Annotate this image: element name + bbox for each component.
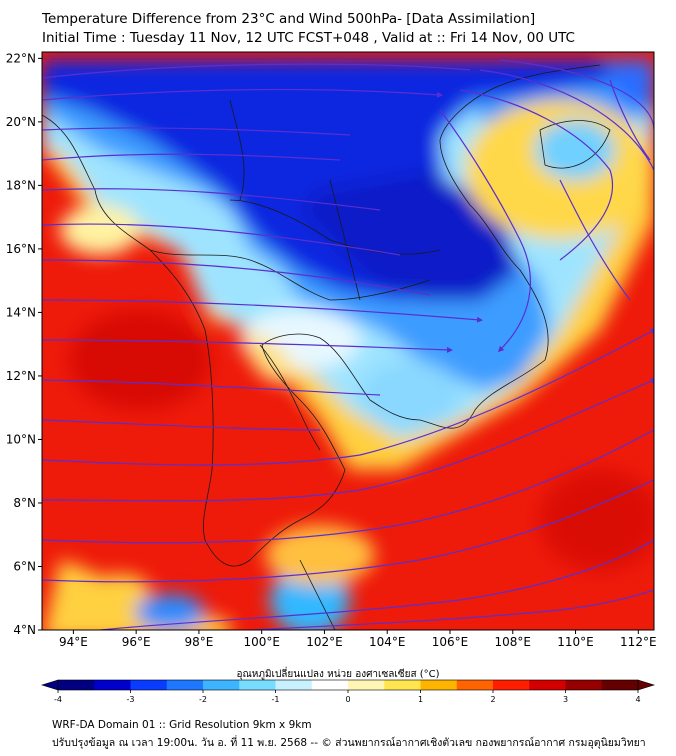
lat-tick-label: 22°N (6, 51, 36, 65)
colorbar-tick-label: -2 (199, 695, 207, 704)
colorbar-segment (529, 680, 566, 690)
colorbar-segment (166, 680, 204, 690)
colorbar-segment (348, 680, 385, 690)
wind-streamlines (42, 59, 654, 630)
lon-tick-label: 98°E (184, 635, 213, 649)
latitude-axis: 22°N 20°N 18°N 16°N 14°N 12°N 10°N 8°N 6°N 4°N (6, 51, 42, 637)
colorbar-segment (420, 680, 458, 690)
colorbar-segment (94, 680, 131, 690)
colorbar-title: อุณหภูมิเปลี่ยนแปลง หน่วย องศาเซลเซียส (… (236, 669, 440, 680)
colorbar-tick-label: 4 (635, 695, 640, 704)
lat-tick-label: 16°N (6, 242, 36, 256)
colorbar-tick-label: 3 (563, 695, 568, 704)
lat-tick-label: 4°N (13, 623, 36, 637)
colorbar-segment (493, 680, 530, 690)
colorbar-segment (130, 680, 168, 690)
colorbar-segment (565, 680, 603, 690)
map-frame (41, 51, 655, 631)
colorbar-segment (58, 680, 95, 690)
lon-tick-label: 102°E (306, 635, 343, 649)
colorbar-tick-label: 0 (345, 695, 350, 704)
lat-tick-label: 18°N (6, 178, 36, 192)
colorbar-segment (239, 680, 276, 690)
temperature-field (42, 52, 654, 630)
colorbar-segment (456, 680, 494, 690)
lon-tick-label: 112°E (620, 635, 657, 649)
lon-tick-label: 110°E (557, 635, 594, 649)
colorbar-tick-label: -1 (272, 695, 280, 704)
map-title-line1: Temperature Difference from 23°C and Win… (42, 11, 536, 27)
colorbar-tick-label: 2 (490, 695, 495, 704)
lon-tick-label: 108°E (495, 635, 532, 649)
lat-tick-label: 20°N (6, 115, 36, 129)
lat-tick-label: 6°N (13, 559, 36, 573)
colorbar-segment (275, 680, 313, 690)
lat-tick-label: 8°N (13, 496, 36, 510)
colorbar-segment (311, 680, 349, 690)
lat-tick-label: 10°N (6, 432, 36, 446)
longitude-axis: 94°E 96°E 98°E 100°E 102°E 104°E 106°E 108°E 110… (59, 630, 657, 649)
lon-tick-label: 100°E (243, 635, 280, 649)
update-credit: ปรับปรุงข้อมูล ณ เวลา 19:00น. วัน อ. ที่… (52, 737, 646, 749)
colorbar-tick-label: -3 (127, 695, 135, 704)
colorbar-segment (384, 680, 421, 690)
lat-tick-label: 12°N (6, 369, 36, 383)
lon-tick-label: 106°E (432, 635, 469, 649)
colorbar-tick-label: -4 (54, 695, 62, 704)
lon-tick-label: 94°E (59, 635, 88, 649)
lon-tick-label: 96°E (122, 635, 151, 649)
map-title-line2: Initial Time : Tuesday 11 Nov, 12 UTC FC… (42, 30, 575, 46)
colorbar-segment (203, 680, 240, 690)
model-info: WRF-DA Domain 01 :: Grid Resolution 9km … (52, 719, 312, 731)
colorbar-segment (601, 680, 639, 690)
lon-tick-label: 104°E (369, 635, 406, 649)
colorbar-tick-label: 1 (418, 695, 423, 704)
lat-tick-label: 14°N (6, 305, 36, 319)
colorbar: -4 -3 -2 -1 0 1 2 3 4 (40, 679, 656, 704)
coastlines (42, 64, 611, 630)
